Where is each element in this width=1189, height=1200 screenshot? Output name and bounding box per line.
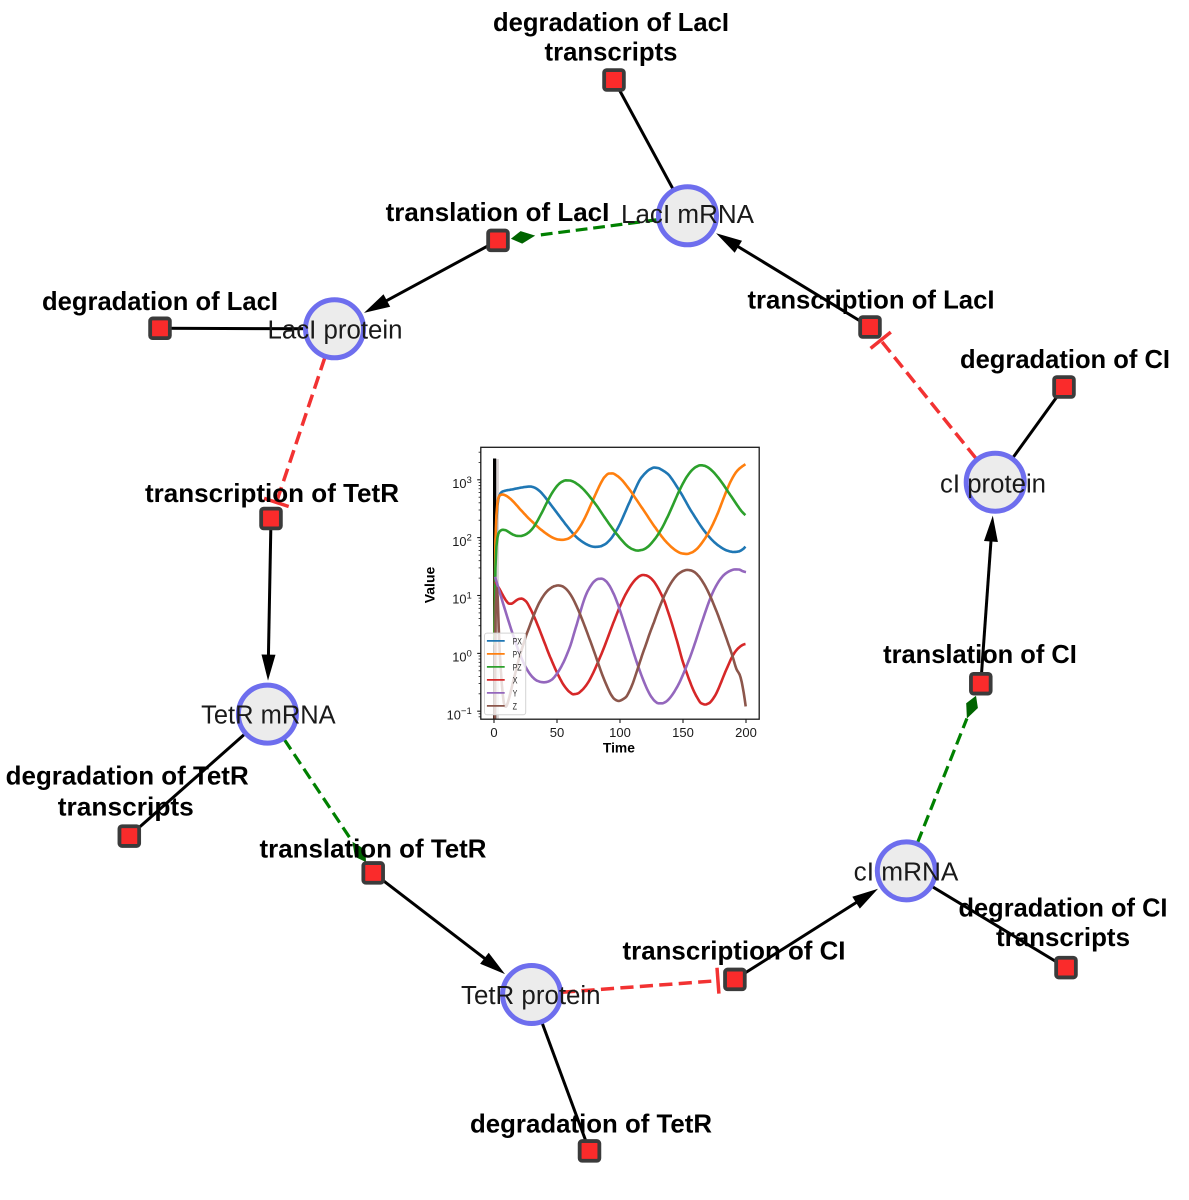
svg-text:150: 150 <box>672 725 694 740</box>
svg-text:degradation of LacI: degradation of LacI <box>493 9 729 37</box>
svg-text:translation of CI: translation of CI <box>883 641 1077 669</box>
svg-text:translation of TetR: translation of TetR <box>260 835 487 863</box>
svg-text:PX: PX <box>513 637 523 648</box>
svg-text:Value: Value <box>421 567 437 604</box>
svg-text:0: 0 <box>490 725 497 740</box>
svg-text:Y: Y <box>513 689 518 700</box>
svg-text:transcripts: transcripts <box>545 39 678 67</box>
svg-text:X: X <box>513 676 518 687</box>
svg-text:translation of LacI: translation of LacI <box>386 199 610 227</box>
svg-text:degradation of TetR: degradation of TetR <box>470 1111 712 1139</box>
svg-text:200: 200 <box>735 725 757 740</box>
svg-text:transcripts: transcripts <box>996 924 1130 952</box>
svg-text:degradation of TetR: degradation of TetR <box>6 763 249 791</box>
svg-text:Z: Z <box>513 702 517 713</box>
svg-text:LacI mRNA: LacI mRNA <box>621 201 754 229</box>
svg-text:transcription of CI: transcription of CI <box>623 938 846 966</box>
svg-text:TetR mRNA: TetR mRNA <box>201 701 336 729</box>
svg-text:PZ: PZ <box>513 663 522 674</box>
svg-text:100: 100 <box>609 725 631 740</box>
svg-text:degradation of CI: degradation of CI <box>960 346 1170 374</box>
svg-text:PY: PY <box>513 650 522 661</box>
svg-text:degradation of LacI: degradation of LacI <box>42 288 278 316</box>
svg-text:cI mRNA: cI mRNA <box>854 859 959 887</box>
svg-text:TetR protein: TetR protein <box>461 982 601 1010</box>
svg-text:Time: Time <box>603 741 635 756</box>
svg-text:LacI protein: LacI protein <box>268 316 403 344</box>
svg-text:transcription of LacI: transcription of LacI <box>748 286 995 314</box>
svg-text:50: 50 <box>550 725 564 740</box>
svg-text:cI protein: cI protein <box>940 471 1046 499</box>
svg-text:degradation of CI: degradation of CI <box>959 895 1168 923</box>
svg-text:transcripts: transcripts <box>58 793 194 821</box>
svg-text:transcription of TetR: transcription of TetR <box>145 480 399 508</box>
